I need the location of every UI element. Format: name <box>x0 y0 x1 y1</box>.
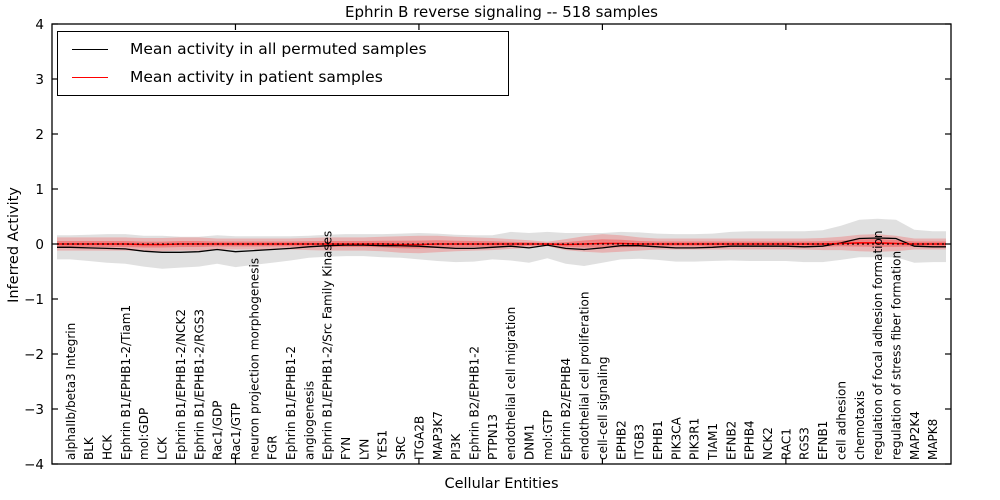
legend-label-permuted: Mean activity in all permuted samples <box>130 40 427 58</box>
legend-line-permuted-icon <box>72 48 108 50</box>
chart-title: Ephrin B reverse signaling -- 518 sample… <box>344 3 658 21</box>
svg-text:−3: −3 <box>24 402 44 418</box>
x-category-label: EPHB2 <box>614 420 628 460</box>
x-category-label: MAP2K4 <box>908 411 922 460</box>
x-category-label: neuron projection morphogenesis <box>247 258 261 460</box>
x-category-label: ITGB3 <box>633 424 647 460</box>
x-category-label: NCK2 <box>761 427 775 460</box>
x-category-label: MAP3K7 <box>431 411 445 460</box>
x-category-label: Ephrin B2/EPHB4 <box>559 358 573 460</box>
x-category-label: Ephrin B1/EPHB1-2/RGS3 <box>192 309 206 460</box>
svg-text:4: 4 <box>35 17 44 33</box>
x-category-label: DNM1 <box>523 424 537 460</box>
x-category-label: BLK <box>82 436 96 460</box>
x-category-label: regulation of stress fiber formation <box>889 251 903 460</box>
x-category-label: LYN <box>357 439 371 460</box>
svg-text:−1: −1 <box>24 292 44 308</box>
x-category-label: Ephrin B2/EPHB1-2 <box>467 346 481 460</box>
y-axis-label: Inferred Activity <box>6 187 22 303</box>
svg-text:2: 2 <box>35 127 44 143</box>
x-category-label: MAPK8 <box>926 419 940 460</box>
x-category-label: Ephrin B1/EPHB1-2/Tiam1 <box>119 305 133 460</box>
x-axis-label: Cellular Entities <box>444 476 559 492</box>
x-category-label: Ephrin B1/EPHB1-2/NCK2 <box>174 309 188 460</box>
svg-text:3: 3 <box>35 72 44 88</box>
x-category-label: EPHB4 <box>743 420 757 460</box>
x-category-label: endothelial cell migration <box>504 307 518 460</box>
x-category-label: PIK3CA <box>669 416 683 460</box>
x-category-label: YES1 <box>376 430 390 461</box>
x-category-label: TIAM1 <box>706 423 720 461</box>
x-category-label: mol:GTP <box>541 410 555 460</box>
legend-entry-permuted: Mean activity in all permuted samples <box>72 40 498 58</box>
x-category-label: FYN <box>339 437 353 460</box>
svg-text:−4: −4 <box>24 457 44 473</box>
legend-line-patient-icon <box>72 76 108 78</box>
x-category-label: regulation of focal adhesion formation <box>871 231 885 460</box>
x-category-label: endothelial cell proliferation <box>578 292 592 460</box>
legend: Mean activity in all permuted samples Me… <box>57 31 509 96</box>
x-category-label: HCK <box>101 434 115 460</box>
x-category-label: EPHB1 <box>651 420 665 460</box>
x-category-label: angiogenesis <box>302 381 316 460</box>
x-category-label: EFNB2 <box>724 421 738 460</box>
svg-text:0: 0 <box>35 237 44 253</box>
x-category-label: ITGA2B <box>412 416 426 460</box>
legend-entry-patient: Mean activity in patient samples <box>72 68 498 86</box>
x-category-label: RAC1 <box>779 428 793 460</box>
x-category-label: alphaIIb/beta3 Integrin <box>64 323 78 460</box>
svg-text:−2: −2 <box>24 347 44 363</box>
x-category-label: PTPN13 <box>486 414 500 460</box>
x-category-label: PIK3R1 <box>688 418 702 460</box>
x-category-label: FGR <box>266 435 280 460</box>
x-category-label: RGS3 <box>798 427 812 460</box>
x-category-label: EFNB1 <box>816 421 830 460</box>
x-category-label: Rac1/GTP <box>229 403 243 460</box>
x-category-label: mol:GDP <box>137 408 151 460</box>
x-category-label: PI3K <box>449 433 463 460</box>
x-category-label: Ephrin B1/EPHB1-2/Src Family Kinases <box>321 231 335 460</box>
x-category-label: chemotaxis <box>853 391 867 460</box>
svg-text:1: 1 <box>35 182 44 198</box>
x-category-label: SRC <box>394 436 408 460</box>
x-category-label: Ephrin B1/EPHB1-2 <box>284 346 298 460</box>
x-category-label: cell-cell signaling <box>596 357 610 461</box>
x-category-label: LCK <box>156 436 170 460</box>
x-category-label: Rac1/GDP <box>211 401 225 460</box>
x-category-label: cell adhesion <box>834 381 848 460</box>
legend-label-patient: Mean activity in patient samples <box>130 68 383 86</box>
